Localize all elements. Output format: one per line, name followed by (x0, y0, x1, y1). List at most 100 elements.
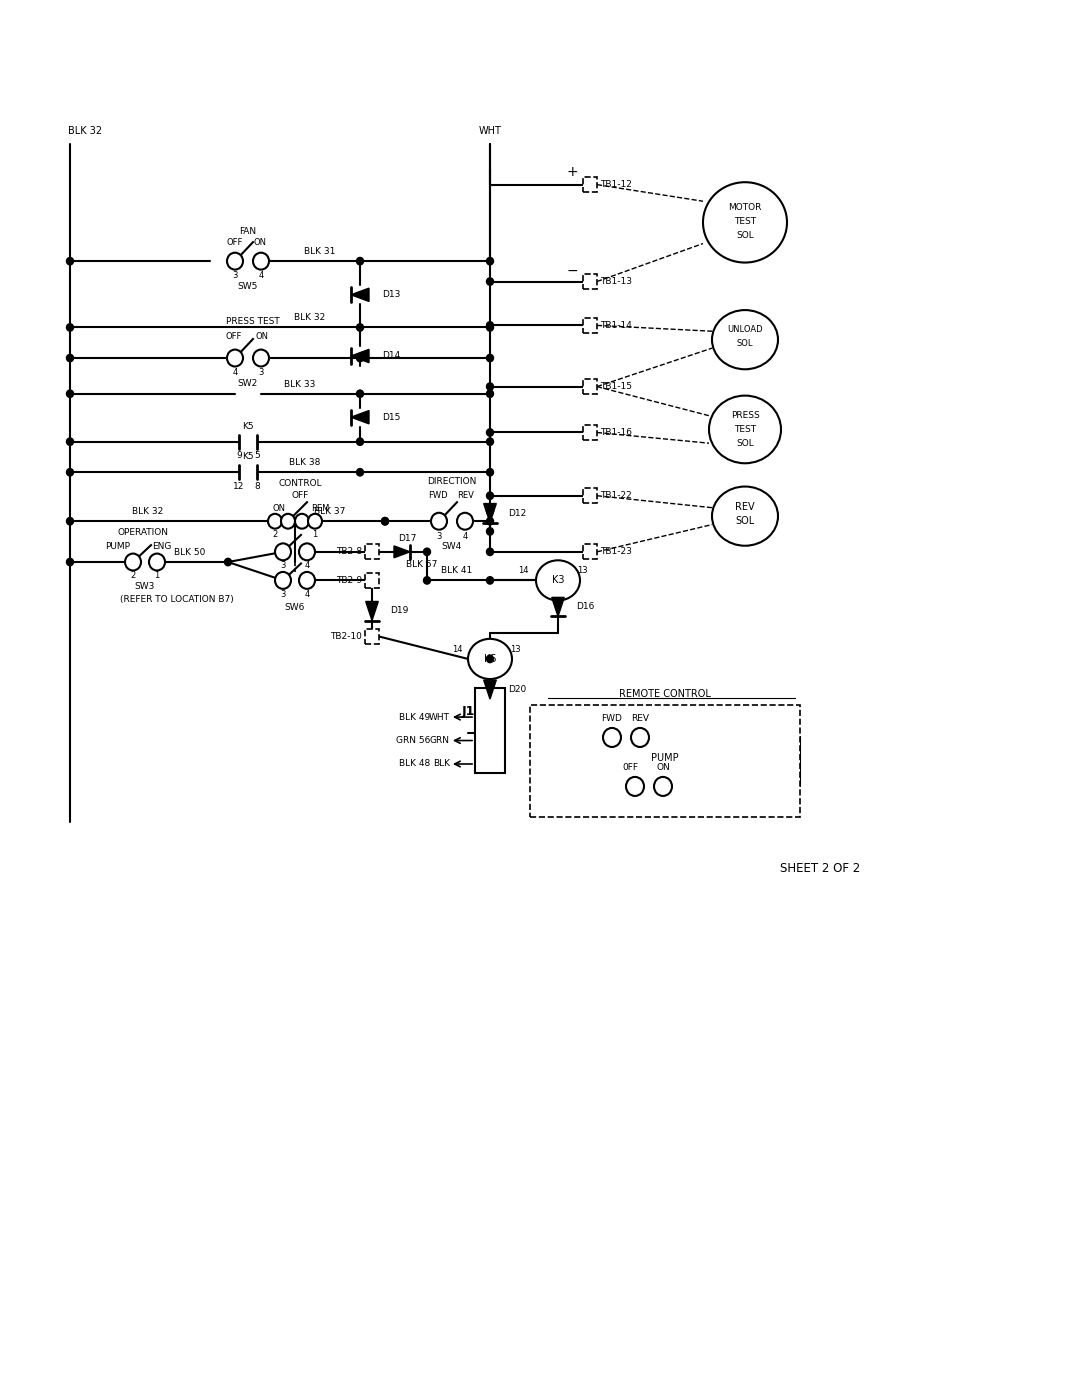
Text: BLK 49: BLK 49 (399, 712, 430, 722)
Polygon shape (484, 503, 497, 522)
Text: PRESS: PRESS (731, 411, 759, 420)
Ellipse shape (268, 514, 282, 528)
Text: BLK 50: BLK 50 (174, 548, 205, 557)
Circle shape (486, 321, 494, 330)
Text: 4: 4 (462, 531, 468, 541)
Text: SW6: SW6 (285, 604, 306, 612)
Text: BLK 37: BLK 37 (314, 507, 346, 517)
Circle shape (486, 278, 494, 285)
Text: TEST: TEST (734, 425, 756, 434)
Ellipse shape (281, 514, 295, 528)
Text: TB1-12: TB1-12 (600, 180, 632, 189)
Text: REM: REM (311, 504, 329, 513)
Circle shape (486, 383, 494, 390)
Ellipse shape (299, 571, 315, 590)
Text: SHEET 2 OF 2: SHEET 2 OF 2 (780, 862, 860, 875)
Ellipse shape (708, 395, 781, 464)
Circle shape (486, 577, 494, 584)
Text: TB1-15: TB1-15 (600, 383, 632, 391)
Ellipse shape (712, 310, 778, 369)
Bar (583, 319, 597, 332)
Text: D14: D14 (382, 352, 401, 360)
Text: 3: 3 (232, 271, 238, 281)
Ellipse shape (227, 253, 243, 270)
Text: UNLOAD: UNLOAD (727, 324, 762, 334)
Circle shape (486, 655, 494, 662)
Bar (583, 177, 597, 191)
Text: ON: ON (272, 504, 285, 513)
Text: 4: 4 (305, 562, 310, 570)
Bar (530, 705, 800, 817)
Circle shape (67, 257, 73, 265)
Bar (583, 425, 597, 440)
Text: OFF: OFF (226, 332, 242, 341)
Bar (475, 689, 505, 773)
Circle shape (486, 355, 494, 362)
Text: 14: 14 (517, 566, 528, 576)
Text: ON: ON (256, 332, 269, 341)
Text: 0FF: 0FF (622, 763, 638, 773)
Text: K5: K5 (242, 422, 254, 430)
Text: BLK 38: BLK 38 (289, 458, 321, 467)
Bar (365, 573, 379, 588)
Ellipse shape (457, 513, 473, 529)
Ellipse shape (149, 553, 165, 570)
Polygon shape (552, 598, 564, 616)
Bar (365, 629, 379, 644)
Circle shape (486, 548, 494, 556)
Circle shape (356, 355, 364, 362)
Text: TB1-13: TB1-13 (600, 277, 632, 286)
Text: GRN: GRN (430, 736, 450, 745)
Ellipse shape (431, 513, 447, 529)
Text: BLK 48: BLK 48 (399, 760, 430, 768)
Ellipse shape (227, 349, 243, 366)
Text: 3: 3 (258, 369, 264, 377)
Polygon shape (351, 411, 369, 423)
Ellipse shape (654, 777, 672, 796)
Text: BLK 32: BLK 32 (133, 507, 164, 517)
Text: TB1-23: TB1-23 (600, 548, 632, 556)
Ellipse shape (703, 182, 787, 263)
Circle shape (67, 390, 73, 397)
Text: 8: 8 (254, 482, 260, 492)
Text: PUMP: PUMP (651, 753, 679, 763)
Text: 3: 3 (281, 562, 286, 570)
Ellipse shape (253, 349, 269, 366)
Text: TB2-8: TB2-8 (336, 548, 362, 556)
Circle shape (486, 324, 494, 331)
Ellipse shape (468, 638, 512, 679)
Circle shape (356, 439, 364, 446)
Text: BLK 32: BLK 32 (68, 126, 103, 136)
Ellipse shape (295, 514, 309, 528)
Text: TEST: TEST (734, 217, 756, 226)
Text: REMOTE CONTROL: REMOTE CONTROL (619, 689, 711, 700)
Text: D12: D12 (508, 509, 526, 517)
Text: DIRECTION: DIRECTION (428, 476, 476, 486)
Ellipse shape (125, 553, 141, 570)
Text: OFF: OFF (292, 492, 309, 500)
Ellipse shape (275, 543, 291, 560)
Text: 2: 2 (131, 571, 136, 580)
Text: SW2: SW2 (238, 379, 258, 388)
Text: K5: K5 (484, 654, 497, 664)
Circle shape (356, 390, 364, 397)
Circle shape (67, 468, 73, 476)
Text: SW5: SW5 (238, 282, 258, 291)
Text: ST-45 PUMP — CONTROL BOX ELECTRICAL SCHEMATIC: ST-45 PUMP — CONTROL BOX ELECTRICAL SCHE… (141, 38, 939, 63)
Text: SOL: SOL (735, 517, 755, 527)
Circle shape (423, 577, 431, 584)
Text: WHT: WHT (429, 712, 450, 722)
Text: SOL: SOL (737, 339, 753, 348)
Text: 3: 3 (436, 531, 442, 541)
Circle shape (486, 528, 494, 535)
Text: SW3: SW3 (135, 581, 156, 591)
Text: BLK 41: BLK 41 (442, 566, 473, 576)
Text: 4: 4 (258, 271, 264, 281)
Text: OFF: OFF (227, 237, 243, 247)
Circle shape (486, 429, 494, 436)
Text: SOL: SOL (737, 231, 754, 239)
Text: FWD: FWD (602, 714, 622, 722)
Ellipse shape (626, 777, 644, 796)
Text: PUMP: PUMP (106, 542, 131, 550)
Ellipse shape (603, 728, 621, 747)
